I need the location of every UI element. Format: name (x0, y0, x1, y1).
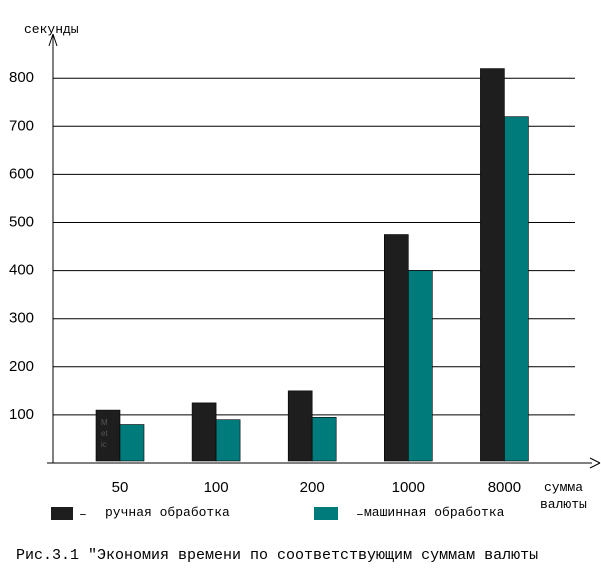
bar-manual-1000 (383, 234, 409, 462)
bar-artifact-text-line: М (101, 418, 108, 427)
x-axis-arrow-top (589, 457, 601, 464)
bars (95, 68, 529, 462)
y-tick-label: 800 (9, 69, 34, 86)
y-tick-label: 700 (9, 117, 34, 134)
bar-chart: секунды 100 200 300 400 500 600 700 800 Мet ic 5… (9, 22, 601, 522)
bar-artifact-text: Мet ic (101, 418, 108, 449)
y-tick-label: 300 (9, 310, 34, 327)
grid-lines (53, 77, 575, 416)
y-tick-label: 400 (9, 262, 34, 279)
x-axis-arrow-bottom (589, 462, 601, 469)
x-tick-labels: 50 100 200 1000 8000 (112, 479, 521, 496)
legend-label-machine: машинная обработка (364, 505, 505, 520)
x-tick-label: 100 (204, 479, 229, 496)
y-axis-arrow-left (48, 33, 54, 47)
bar-manual-50 (95, 409, 121, 462)
bar-machine-100 (215, 419, 241, 462)
y-tick-label: 600 (9, 165, 34, 182)
legend-swatch-manual (51, 507, 73, 520)
bar-manual-200 (287, 390, 313, 462)
bar-artifact-text-line: et (101, 429, 108, 438)
legend-dash-manual: – (79, 507, 87, 522)
legend-dash-machine: – (356, 507, 364, 522)
legend-swatch-machine (314, 507, 338, 520)
y-axis-label: секунды (24, 22, 79, 37)
y-axis-arrow-right (52, 33, 58, 47)
bar-machine-8000 (504, 116, 529, 462)
x-tick-label: 50 (112, 479, 129, 496)
bar-manual-100 (191, 402, 217, 462)
legend: – ручная обработка – машинная обработка (51, 505, 505, 522)
bar-machine-50 (119, 424, 145, 462)
figure-caption: Рис.3.1 "Экономия времени по соответству… (16, 547, 539, 564)
x-axis-label-line1: сумма (544, 480, 583, 495)
x-tick-label: 8000 (488, 479, 521, 496)
y-tick-label: 100 (9, 406, 34, 423)
legend-label-manual: ручная обработка (105, 505, 230, 520)
x-axis-label-line2: валюты (540, 497, 587, 512)
bar-machine-1000 (407, 270, 433, 462)
bar-machine-200 (311, 417, 337, 462)
y-tick-label: 500 (9, 214, 34, 231)
x-tick-label: 1000 (392, 479, 425, 496)
bar-manual-8000 (480, 68, 505, 462)
x-tick-label: 200 (300, 479, 325, 496)
bar-artifact-text-line: ic (101, 440, 107, 449)
y-tick-label: 200 (9, 358, 34, 375)
y-tick-labels: 100 200 300 400 500 600 700 800 (9, 69, 34, 423)
